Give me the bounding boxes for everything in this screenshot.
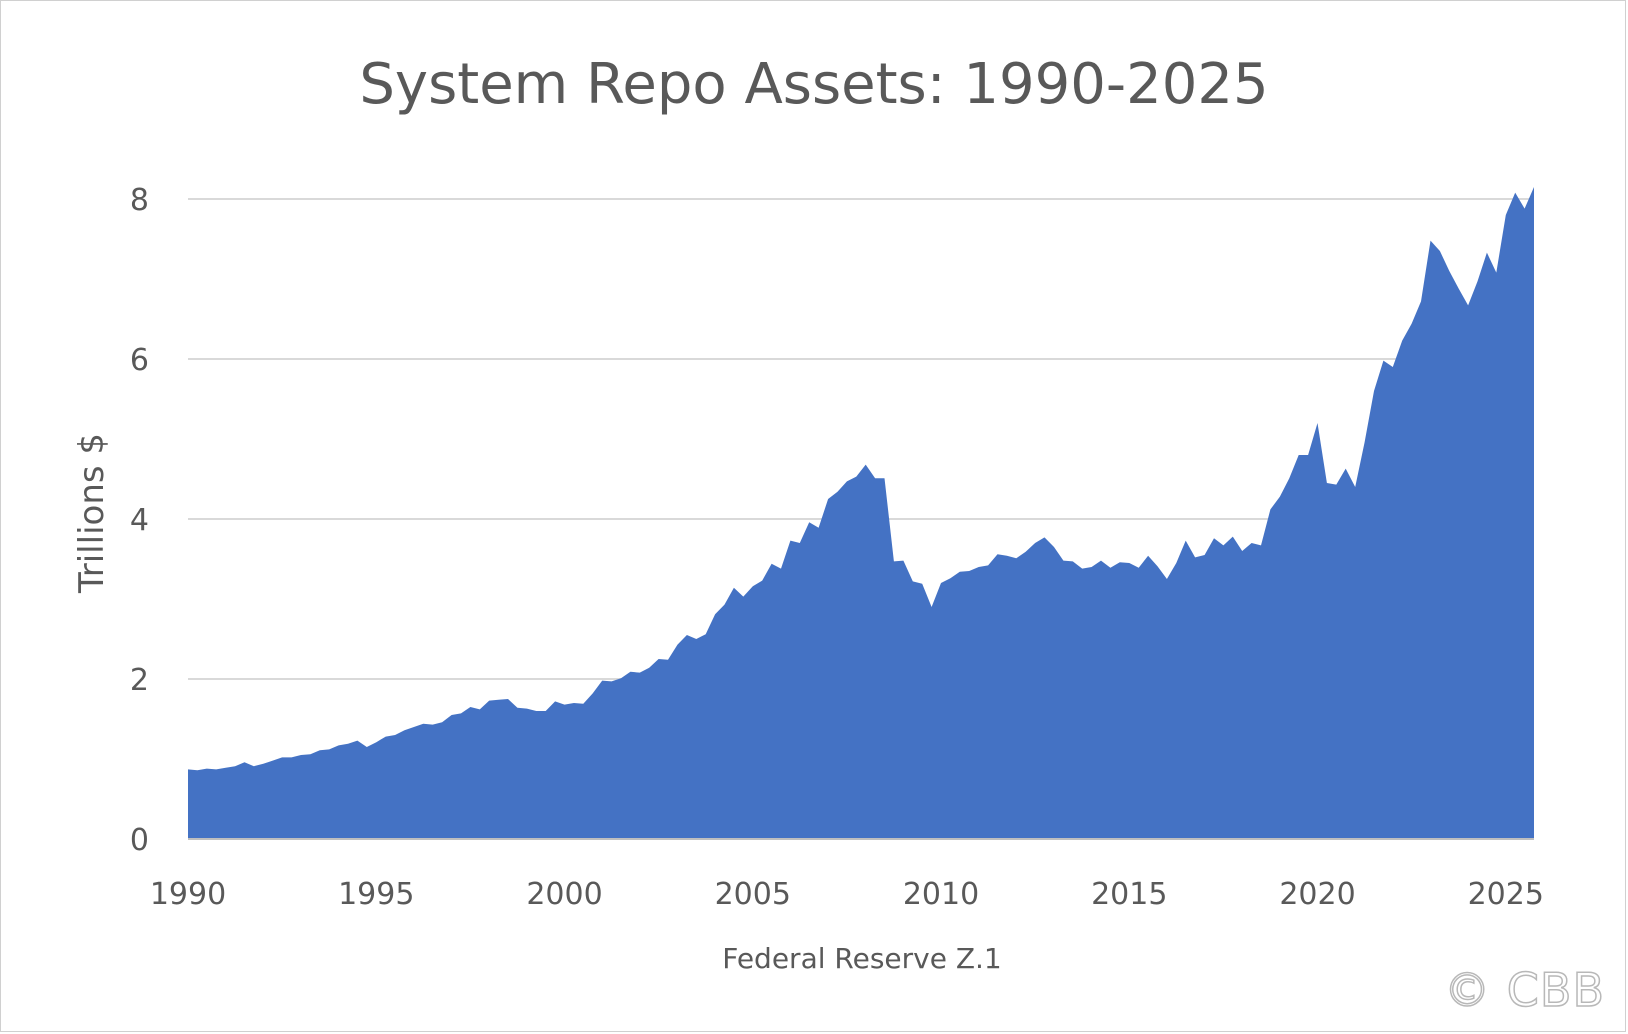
x-tick-label: 1990 [150,877,226,912]
x-tick-label: 2010 [903,877,979,912]
x-tick-label: 2000 [526,877,602,912]
area-series [188,187,1534,839]
chart-title: System Repo Assets: 1990-2025 [359,52,1268,117]
x-axis-label: Federal Reserve Z.1 [722,942,1002,975]
y-tick-label: 6 [130,343,149,378]
y-axis-label: Trillions $ [72,433,112,594]
x-tick-label: 2015 [1091,877,1167,912]
y-tick-label: 0 [130,823,149,858]
y-tick-label: 2 [130,663,149,698]
y-tick-label: 8 [130,183,149,218]
watermark-logo: © CBB [1443,962,1605,1018]
x-tick-label: 2020 [1279,877,1355,912]
y-tick-label: 4 [130,503,149,538]
x-tick-label: 2005 [715,877,791,912]
x-tick-label: 1995 [338,877,414,912]
x-tick-label: 2025 [1468,877,1544,912]
